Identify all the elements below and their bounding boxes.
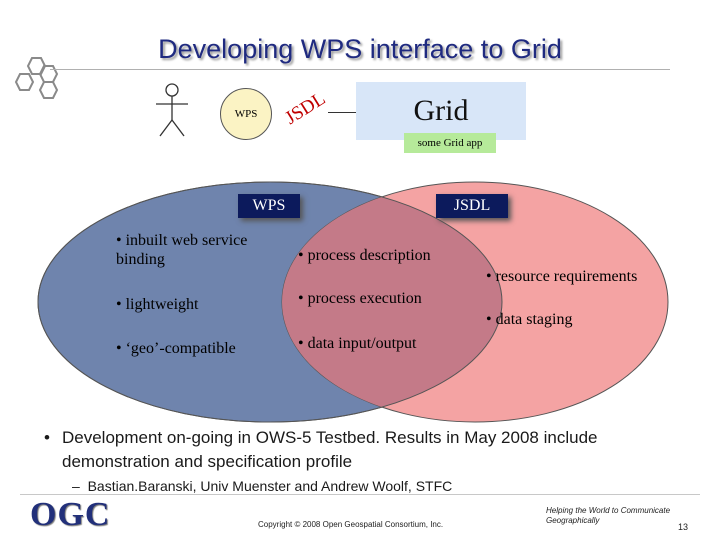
page-number: 13 [678, 522, 689, 532]
grid-box: Grid [356, 82, 526, 140]
venn-right-item: • data staging [486, 311, 573, 328]
user-stick-figure-icon [156, 83, 188, 137]
main-bullet: • Development on-going in OWS-5 Testbed.… [44, 426, 684, 474]
title-divider [50, 69, 670, 70]
venn-right-label: JSDL [436, 194, 508, 218]
grid-app-box: some Grid app [404, 133, 496, 153]
page-title: Developing WPS interface to Grid [158, 34, 562, 64]
venn-overlap-item: • process execution [298, 290, 422, 307]
venn-overlap [282, 182, 502, 422]
wps-circle-label: WPS [234, 108, 258, 120]
copyright-text: Copyright © 2008 Open Geospatial Consort… [258, 520, 444, 529]
venn-left-item: • inbuilt web service binding [116, 232, 248, 268]
main-bullet-text: Development on-going in OWS-5 Testbed. R… [62, 428, 598, 471]
footer-divider [20, 494, 700, 495]
tagline: Helping the World to Communicate Geograp… [546, 506, 670, 526]
sub-bullet-text: Bastian.Baranski, Univ Muenster and Andr… [87, 478, 453, 494]
grid-app-label: some Grid app [417, 137, 483, 149]
tagline-line2: Geographically [546, 516, 600, 525]
hexagon-chain-decoration [14, 57, 59, 99]
ogc-logo: OGC [30, 496, 111, 533]
grid-box-label: Grid [413, 94, 469, 127]
wps-circle: WPS [220, 88, 272, 140]
venn-left-item: • ‘geo’-compatible [116, 340, 236, 357]
venn-overlap-item: • data input/output [298, 335, 417, 352]
sub-bullet: – Bastian.Baranski, Univ Muenster and An… [72, 478, 453, 494]
venn-left-label: WPS [238, 194, 300, 218]
tagline-line1: Helping the World to Communicate [546, 506, 671, 515]
venn-left-item: • lightweight [116, 296, 199, 313]
venn-overlap-item: • process description [298, 247, 431, 264]
venn-right-item: • resource requirements [486, 268, 638, 285]
